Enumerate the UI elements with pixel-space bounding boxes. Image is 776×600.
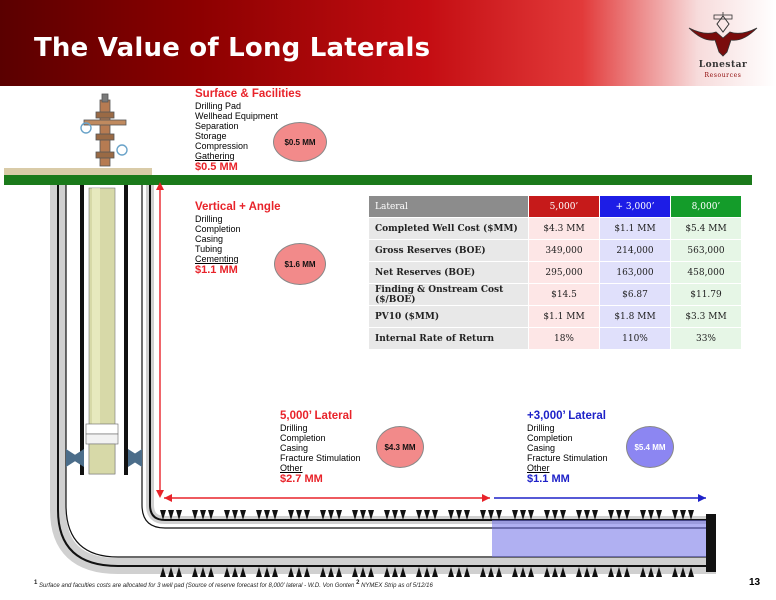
surface-total: $0.5 MM: [195, 161, 238, 173]
lateral-5000-total: $2.7 MM: [280, 473, 323, 485]
lateral-3000-cumulative-bubble: $5.4 MM: [626, 426, 674, 468]
vertical-item: Drilling: [195, 214, 223, 224]
row-label: Finding & Onstream Cost ($/BOE): [369, 284, 528, 305]
packer-icon: [66, 423, 142, 467]
extended-lateral-section: [492, 520, 706, 557]
company-logo: Lonestar Resources: [683, 12, 763, 86]
table-header-label: Lateral: [369, 196, 528, 217]
ground-surface: [4, 175, 752, 185]
row-value-5000: 349,000: [529, 240, 599, 261]
lateral-3000-item: Fracture Stimulation: [527, 453, 608, 463]
table-row: Internal Rate of Return 18% 110% 33%: [369, 328, 741, 349]
footnote: 1 Surface and faculties costs are alloca…: [34, 580, 433, 589]
table-row: Completed Well Cost ($MM) $4.3 MM $1.1 M…: [369, 218, 741, 239]
lateral-3000-item: Completion: [527, 433, 573, 443]
surface-heading: Surface & Facilities: [195, 88, 302, 100]
vertical-cumulative-bubble: $1.6 MM: [274, 243, 326, 285]
lateral-5000-block: 5,000’ Lateral Drilling Completion Casin…: [280, 410, 361, 486]
lateral-5000-item: Completion: [280, 433, 326, 443]
surface-facilities-block: Surface & Facilities Drilling Pad Wellhe…: [195, 88, 301, 174]
vertical-total: $1.1 MM: [195, 264, 238, 276]
lateral-3000-total: $1.1 MM: [527, 473, 570, 485]
row-value-plus-3000: 214,000: [600, 240, 670, 261]
row-value-8000: 563,000: [671, 240, 741, 261]
table-header-5000: 5,000’: [529, 196, 599, 217]
economics-table: Lateral 5,000’ + 3,000’ 8,000’ Completed…: [368, 195, 742, 350]
vertical-item: Completion: [195, 224, 241, 234]
row-value-5000: 18%: [529, 328, 599, 349]
header-banner: The Value of Long Laterals: [0, 0, 776, 86]
lateral-5000-item: Fracture Stimulation: [280, 453, 361, 463]
row-label: Net Reserves (BOE): [369, 262, 528, 283]
lateral-5000-item-last: Other: [280, 463, 303, 473]
logo-subname: Resources: [704, 72, 742, 79]
vertical-item-last: Cementing: [195, 254, 239, 264]
row-value-5000: 295,000: [529, 262, 599, 283]
table-row: Finding & Onstream Cost ($/BOE) $14.5 $6…: [369, 284, 741, 305]
surface-item: Storage: [195, 131, 227, 141]
row-value-plus-3000: 163,000: [600, 262, 670, 283]
footnote-marker-2: 2: [356, 580, 360, 586]
row-label: Completed Well Cost ($MM): [369, 218, 528, 239]
page-number: 13: [749, 577, 761, 588]
table-row: Net Reserves (BOE) 295,000 163,000 458,0…: [369, 262, 741, 283]
row-value-8000: 33%: [671, 328, 741, 349]
vertical-item: Casing: [195, 234, 224, 244]
lateral-5000-item: Casing: [280, 443, 309, 453]
surface-cumulative-bubble: $0.5 MM: [273, 122, 327, 162]
wellhead-icon: [80, 93, 128, 167]
row-label: Gross Reserves (BOE): [369, 240, 528, 261]
table-header-8000: 8,000’: [671, 196, 741, 217]
table-header-row: Lateral 5,000’ + 3,000’ 8,000’: [369, 196, 741, 217]
vertical-item: Tubing: [195, 244, 223, 254]
longhorn-logo-icon: [688, 12, 758, 57]
drilling-pad: [4, 168, 152, 176]
lateral-5000-cumulative-bubble: $4.3 MM: [376, 426, 424, 468]
logo-name: Lonestar: [698, 60, 748, 70]
table-row: PV10 ($MM) $1.1 MM $1.8 MM $3.3 MM: [369, 306, 741, 327]
lateral-3000-item: Drilling: [527, 423, 555, 433]
surface-item: Compression: [195, 141, 249, 151]
row-value-5000: $14.5: [529, 284, 599, 305]
table-row: Gross Reserves (BOE) 349,000 214,000 563…: [369, 240, 741, 261]
row-value-plus-3000: 110%: [600, 328, 670, 349]
vertical-angle-block: Vertical + Angle Drilling Completion Cas…: [195, 201, 281, 277]
footnote-text-1: Surface and faculties costs are allocate…: [39, 583, 355, 589]
perforation-marks: [160, 510, 694, 577]
surface-item: Drilling Pad: [195, 101, 242, 111]
row-label: Internal Rate of Return: [369, 328, 528, 349]
vertical-heading: Vertical + Angle: [195, 201, 281, 213]
row-value-5000: $1.1 MM: [529, 306, 599, 327]
row-value-8000: $5.4 MM: [671, 218, 741, 239]
table-header-plus-3000: + 3,000’: [600, 196, 670, 217]
row-label: PV10 ($MM): [369, 306, 528, 327]
surface-item: Separation: [195, 121, 239, 131]
lateral-5000-item: Drilling: [280, 423, 308, 433]
row-value-plus-3000: $1.8 MM: [600, 306, 670, 327]
row-value-plus-3000: $6.87: [600, 284, 670, 305]
lateral-5000-heading: 5,000’ Lateral: [280, 410, 353, 422]
lateral-3000-heading: +3,000’ Lateral: [527, 410, 606, 422]
surface-item: Wellhead Equipment: [195, 111, 278, 121]
row-value-8000: $3.3 MM: [671, 306, 741, 327]
footnote-text-2: NYMEX Strip as of 5/12/16: [361, 583, 433, 589]
surface-item-last: Gathering: [195, 151, 235, 161]
row-value-plus-3000: $1.1 MM: [600, 218, 670, 239]
row-value-8000: $11.79: [671, 284, 741, 305]
footnote-marker-1: 1: [34, 580, 38, 586]
lateral-3000-block: +3,000’ Lateral Drilling Completion Casi…: [527, 410, 608, 486]
lateral-3000-item: Casing: [527, 443, 556, 453]
page-title: The Value of Long Laterals: [34, 33, 431, 63]
lateral-3000-item-last: Other: [527, 463, 550, 473]
row-value-8000: 458,000: [671, 262, 741, 283]
row-value-5000: $4.3 MM: [529, 218, 599, 239]
